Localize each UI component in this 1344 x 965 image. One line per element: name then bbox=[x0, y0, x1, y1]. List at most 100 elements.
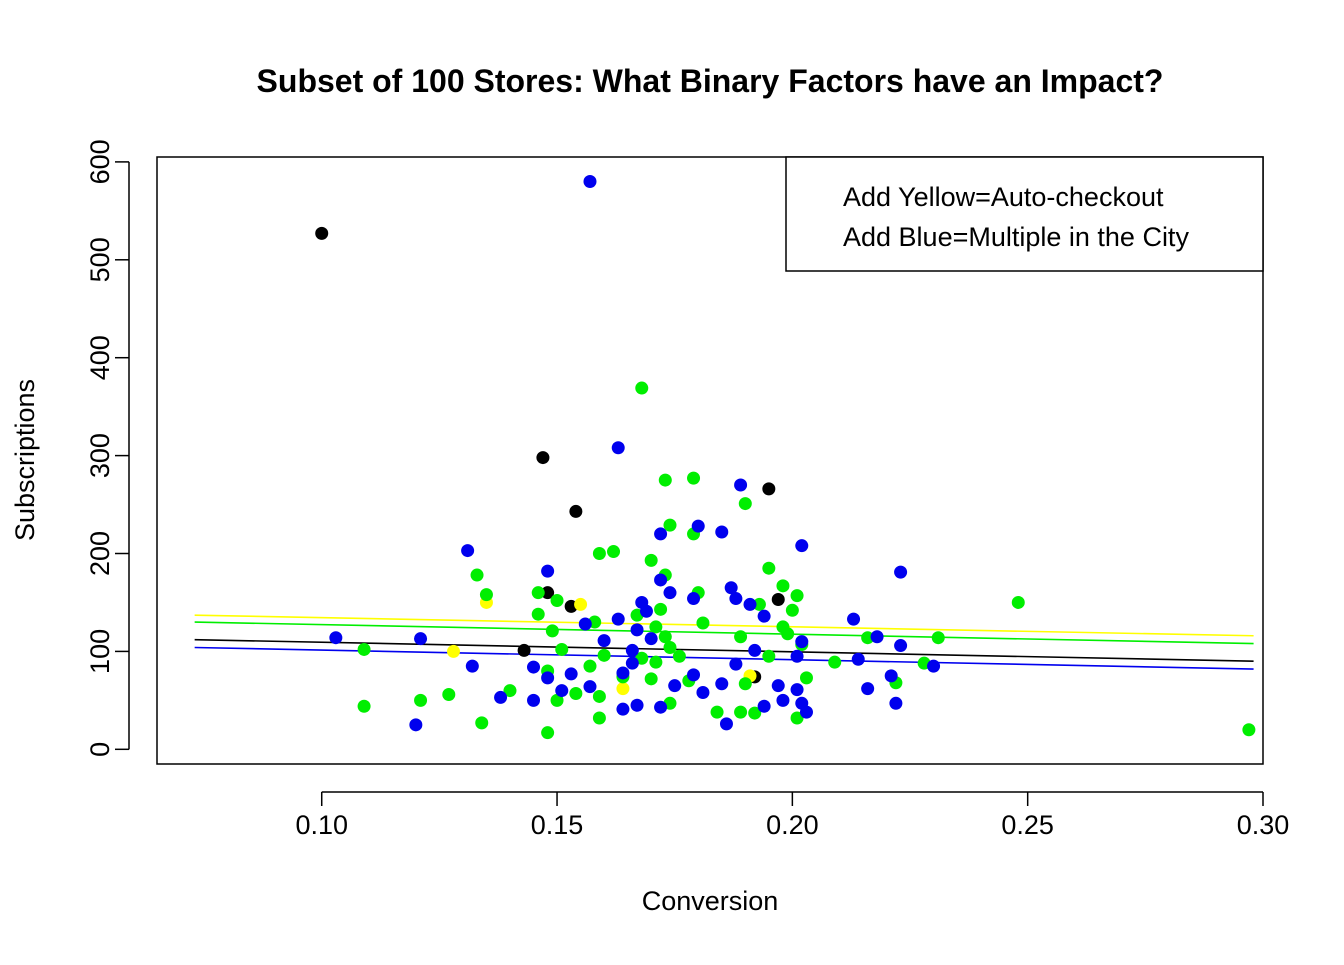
point-blue bbox=[790, 683, 804, 697]
point-green bbox=[781, 627, 795, 641]
point-blue bbox=[776, 693, 790, 707]
point-green bbox=[649, 620, 663, 634]
point-yellow bbox=[447, 644, 461, 658]
point-blue bbox=[578, 617, 592, 631]
point-blue bbox=[691, 519, 705, 533]
y-tick-label: 100 bbox=[85, 629, 115, 674]
point-green bbox=[790, 711, 804, 725]
point-blue bbox=[894, 565, 908, 579]
point-green bbox=[799, 671, 813, 685]
point-blue bbox=[687, 592, 701, 606]
point-green bbox=[654, 602, 668, 616]
point-blue bbox=[884, 669, 898, 683]
point-green bbox=[442, 687, 456, 701]
point-green bbox=[710, 705, 724, 719]
point-blue bbox=[494, 690, 508, 704]
point-blue bbox=[757, 609, 771, 623]
point-blue bbox=[729, 592, 743, 606]
point-green bbox=[663, 518, 677, 532]
point-green bbox=[762, 561, 776, 575]
legend-entry-auto-checkout: Add Yellow=Auto-checkout bbox=[843, 182, 1164, 212]
legend-entry-multiple-in-city: Add Blue=Multiple in the City bbox=[843, 222, 1189, 252]
point-blue bbox=[465, 659, 479, 673]
point-blue bbox=[616, 702, 630, 716]
x-tick-label: 0.25 bbox=[1001, 810, 1054, 840]
point-green bbox=[738, 497, 752, 511]
legend-box bbox=[785, 156, 1264, 272]
point-green bbox=[475, 716, 489, 730]
point-blue bbox=[851, 652, 865, 666]
point-blue bbox=[734, 478, 748, 492]
point-green bbox=[696, 616, 710, 630]
point-green bbox=[861, 631, 875, 645]
point-green bbox=[531, 607, 545, 621]
point-green bbox=[790, 589, 804, 603]
point-yellow bbox=[616, 682, 630, 696]
point-blue bbox=[799, 705, 813, 719]
point-green bbox=[635, 381, 649, 395]
point-green bbox=[931, 631, 945, 645]
y-tick-label: 400 bbox=[85, 335, 115, 380]
point-green bbox=[414, 693, 428, 707]
point-green bbox=[776, 579, 790, 593]
axes: 0.10 0.15 0.20 0.25 0.30 0 100 200 300 400 500 600 bbox=[85, 139, 1289, 840]
point-blue bbox=[795, 539, 809, 553]
point-blue bbox=[687, 668, 701, 682]
point-blue bbox=[790, 649, 804, 663]
point-blue bbox=[414, 632, 428, 646]
x-tick-label: 0.15 bbox=[531, 810, 584, 840]
point-blue bbox=[329, 631, 343, 645]
point-green bbox=[470, 568, 484, 582]
point-blue bbox=[870, 630, 884, 644]
point-black bbox=[315, 226, 329, 240]
y-tick-label: 500 bbox=[85, 237, 115, 282]
chart-title: Subset of 100 Stores: What Binary Factor… bbox=[257, 63, 1164, 99]
point-blue bbox=[696, 686, 710, 700]
point-green bbox=[734, 705, 748, 719]
point-blue bbox=[654, 700, 668, 714]
point-blue bbox=[729, 657, 743, 671]
point-blue bbox=[461, 544, 475, 558]
point-blue bbox=[555, 684, 569, 698]
point-blue bbox=[743, 597, 757, 611]
point-blue bbox=[541, 564, 555, 578]
x-tick-label: 0.10 bbox=[295, 810, 348, 840]
point-blue bbox=[625, 643, 639, 657]
y-tick-label: 0 bbox=[85, 742, 115, 757]
fit-lines bbox=[194, 614, 1254, 670]
point-green bbox=[658, 630, 672, 644]
point-green bbox=[658, 473, 672, 487]
point-black bbox=[771, 593, 785, 607]
point-blue bbox=[771, 679, 785, 693]
x-tick-label: 0.30 bbox=[1237, 810, 1290, 840]
point-green bbox=[734, 630, 748, 644]
point-green bbox=[357, 699, 371, 713]
point-blue bbox=[668, 679, 682, 693]
point-green bbox=[545, 624, 559, 638]
point-green bbox=[1011, 595, 1025, 609]
x-tick-label: 0.20 bbox=[766, 810, 819, 840]
fit-line-green bbox=[194, 621, 1254, 645]
point-green bbox=[644, 553, 658, 567]
point-green bbox=[672, 649, 686, 663]
y-tick-label: 200 bbox=[85, 531, 115, 576]
point-green bbox=[663, 640, 677, 654]
data-points bbox=[315, 174, 1256, 740]
point-blue bbox=[625, 656, 639, 670]
point-black bbox=[517, 643, 531, 657]
point-blue bbox=[663, 586, 677, 600]
point-blue bbox=[630, 623, 644, 637]
point-green bbox=[762, 649, 776, 663]
point-green bbox=[1242, 723, 1256, 737]
point-green bbox=[592, 547, 606, 561]
point-blue bbox=[527, 660, 541, 674]
point-green bbox=[555, 642, 569, 656]
point-green bbox=[541, 726, 555, 740]
point-green bbox=[828, 655, 842, 669]
point-blue bbox=[630, 698, 644, 712]
point-green bbox=[503, 684, 517, 698]
point-blue bbox=[611, 441, 625, 455]
point-blue bbox=[715, 525, 729, 539]
point-blue bbox=[583, 174, 597, 188]
